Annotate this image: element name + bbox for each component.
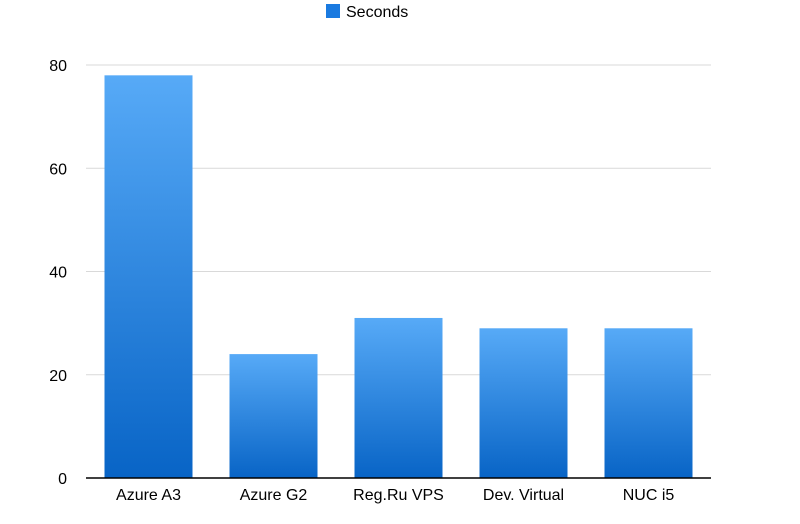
x-category-label: Dev. Virtual [483,487,564,504]
y-tick-label: 60 [49,161,67,178]
y-tick-label: 20 [49,368,67,385]
bars [104,75,693,478]
x-category-label: NUC i5 [623,487,675,504]
legend-swatch [326,4,340,18]
bar-dev-virtual [479,328,568,478]
x-category-label: Azure G2 [240,487,308,504]
bar-azure-g2 [229,354,318,478]
y-tick-label: 0 [58,471,67,488]
x-axis-category-labels: Azure A3 Azure G2 Reg.Ru VPS Dev. Virtual NU… [116,487,674,504]
bar-nuc-i5 [604,328,693,478]
bar-azure-a3 [104,75,193,478]
legend-label: Seconds [346,4,408,21]
legend: Seconds [326,4,408,21]
y-tick-label: 80 [49,58,67,75]
x-category-label: Azure A3 [116,487,181,504]
bar-reg-ru-vps [354,317,443,478]
y-axis-tick-labels: 0 20 40 60 80 [49,58,67,488]
x-category-label: Reg.Ru VPS [353,487,444,504]
y-tick-label: 40 [49,265,67,282]
